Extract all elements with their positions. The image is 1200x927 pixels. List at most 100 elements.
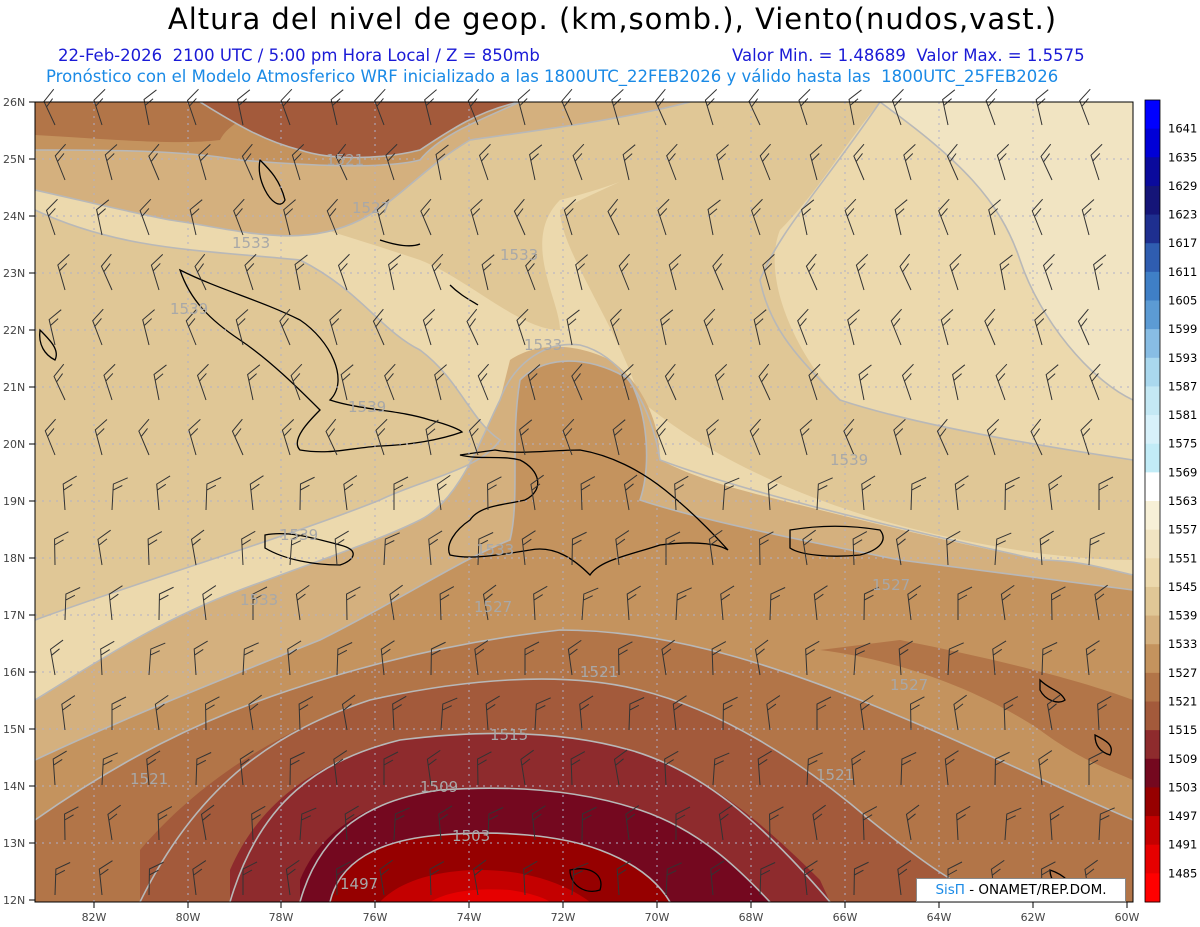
colorbar-label: 1509 <box>1168 752 1197 766</box>
wind-barb <box>523 860 538 896</box>
wind-barb <box>561 88 573 126</box>
contour-label: 1539 <box>280 526 318 544</box>
wind-barb <box>675 806 691 840</box>
wind-barb <box>988 199 1001 236</box>
wind-barb <box>519 419 533 456</box>
wind-barb <box>626 585 641 621</box>
colorbar-label: 1491 <box>1168 838 1197 852</box>
wind-barb <box>92 308 104 346</box>
wind-barb <box>903 144 916 181</box>
wind-barb <box>287 640 302 676</box>
map-frame <box>34 101 1134 903</box>
wind-barb <box>62 475 77 511</box>
wind-barb <box>524 641 540 675</box>
contour-label: 1527 <box>872 576 910 594</box>
wind-barb <box>383 751 399 785</box>
wind-barb <box>855 253 869 291</box>
lat-label: 12N <box>3 894 25 907</box>
wind-barb <box>797 308 809 346</box>
wind-barb <box>894 199 908 236</box>
contour-label: 1515 <box>490 726 528 744</box>
wind-barb <box>716 144 729 181</box>
wind-barb <box>233 198 245 236</box>
wind-barb <box>766 695 781 731</box>
wind-barb <box>754 639 769 676</box>
colorbar-label: 1641 <box>1168 122 1197 136</box>
colorbar-label: 1539 <box>1168 609 1197 623</box>
wind-barb <box>470 199 483 236</box>
colorbar-swatch <box>1145 157 1160 187</box>
lon-label: 72W <box>551 911 576 924</box>
wind-barb <box>516 308 529 346</box>
wind-barb <box>241 143 254 181</box>
wind-barb <box>609 308 622 346</box>
contour-label: 1521 <box>326 151 364 169</box>
wind-barb <box>711 641 727 676</box>
colorbar-swatch <box>1145 615 1160 645</box>
wind-barb <box>100 253 113 291</box>
wind-barb <box>1094 584 1108 621</box>
wind-barb <box>893 419 906 456</box>
wind-barb <box>1049 805 1064 841</box>
wind-barb <box>1098 807 1115 841</box>
wind-barb <box>703 308 716 346</box>
wind-barb <box>571 363 583 401</box>
wind-barb <box>661 639 675 676</box>
wind-barb <box>801 199 815 236</box>
wind-barb <box>337 253 350 291</box>
wind-barb <box>487 476 502 511</box>
wind-barb <box>616 860 631 896</box>
wind-barb <box>343 475 358 511</box>
lat-label: 21N <box>3 381 25 394</box>
wind-barb <box>853 143 865 181</box>
wind-barb <box>946 143 959 181</box>
wind-barb <box>54 862 71 896</box>
wind-barb <box>710 860 725 896</box>
wind-barb <box>759 531 774 566</box>
colorbar-swatch <box>1145 644 1160 674</box>
colorbar-label: 1497 <box>1168 809 1197 823</box>
colorbar-swatch <box>1145 300 1160 330</box>
wind-barb <box>325 418 338 456</box>
wind-barb <box>436 474 451 511</box>
wind-barb <box>722 477 740 511</box>
wind-barb <box>235 309 249 346</box>
wind-barb <box>808 363 821 401</box>
lat-label: 15N <box>3 723 25 736</box>
lat-label: 17N <box>3 609 25 622</box>
colorbar-swatch <box>1145 672 1160 702</box>
lat-label: 18N <box>3 552 25 565</box>
wind-barb <box>344 805 359 841</box>
wind-barb <box>1090 143 1103 181</box>
wind-barb <box>1031 198 1043 236</box>
colorbar-label: 1569 <box>1168 465 1197 479</box>
wind-barb <box>938 198 950 236</box>
wind-barb <box>97 529 111 566</box>
wind-barb <box>563 198 577 236</box>
wind-barb <box>581 806 597 841</box>
colorbar-swatch <box>1145 873 1160 903</box>
wind-barb <box>999 254 1013 291</box>
wind-barb <box>720 585 735 621</box>
wind-barb <box>861 475 876 511</box>
lon-label: 60W <box>1115 911 1140 924</box>
wind-barb <box>621 364 634 401</box>
wind-barb <box>1040 143 1053 181</box>
wind-barb <box>111 696 127 730</box>
wind-barb <box>1004 807 1022 841</box>
credit-box: SisΠ - ONAMET/REP.DOM. <box>916 878 1126 902</box>
wind-barb <box>295 584 310 621</box>
lon-label: 74W <box>457 911 482 924</box>
wind-barb <box>49 639 64 676</box>
wind-barb <box>759 862 776 896</box>
wind-barb <box>52 750 67 786</box>
wind-barb <box>994 751 1010 786</box>
wind-barb <box>806 752 823 786</box>
wind-barb <box>940 309 954 346</box>
wind-barb <box>341 694 356 731</box>
wind-barb <box>104 144 118 181</box>
wind-barb <box>336 642 353 676</box>
wind-barb <box>242 861 258 895</box>
wind-barb <box>44 418 56 456</box>
wind-barb <box>863 586 879 621</box>
